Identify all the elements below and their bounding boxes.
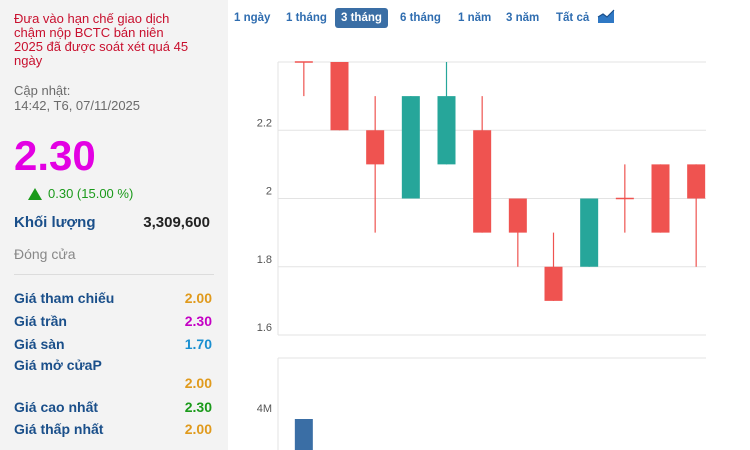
notice-line: ngày bbox=[14, 53, 43, 68]
volume-value: 3,309,600 bbox=[143, 214, 210, 231]
candle-body bbox=[544, 266, 563, 301]
tab-all[interactable]: Tất cả bbox=[556, 12, 590, 24]
candle-body bbox=[437, 96, 456, 165]
candle bbox=[580, 198, 599, 267]
price-change-value: 0.30 (15.00 %) bbox=[48, 186, 134, 201]
candle bbox=[544, 232, 563, 301]
volume-label: Khối lượng bbox=[14, 214, 96, 231]
stat-label: Giá cao nhất bbox=[14, 399, 99, 415]
stat-label: Giá sàn bbox=[14, 336, 65, 352]
market-status: Đóng cửa bbox=[14, 246, 76, 262]
volume-row: Khối lượng 3,309,600 bbox=[14, 214, 210, 231]
candle bbox=[366, 96, 385, 233]
y-tick-label: 1.8 bbox=[257, 254, 272, 266]
candle-body bbox=[651, 164, 670, 233]
candle bbox=[437, 62, 456, 165]
stat-value: 2.00 bbox=[184, 290, 212, 306]
tab-1-day[interactable]: 1 ngày bbox=[234, 12, 271, 24]
current-price: 2.30 bbox=[14, 132, 96, 179]
candle-body bbox=[508, 198, 527, 233]
y-tick-label: 2 bbox=[266, 186, 272, 198]
stat-label: Giá tham chiếu bbox=[14, 290, 115, 306]
price-change: 0.30 (15.00 %) bbox=[28, 186, 133, 201]
candle bbox=[508, 198, 527, 267]
candle bbox=[294, 61, 313, 97]
volume-tick-label: 4M bbox=[257, 403, 272, 415]
candle-body bbox=[330, 62, 349, 131]
stat-label: Giá mở cửaP bbox=[14, 357, 102, 373]
stat-label: Giá thấp nhất bbox=[14, 421, 104, 437]
tab-3-months[interactable]: 3 tháng bbox=[335, 8, 388, 28]
stat-value: 1.70 bbox=[184, 336, 212, 352]
tab-3-years[interactable]: 3 năm bbox=[506, 12, 540, 24]
area-chart-icon[interactable] bbox=[597, 8, 615, 24]
candle-body bbox=[366, 130, 385, 165]
candlestick-chart: 2.2 2 1.8 1.6 4M bbox=[257, 61, 706, 450]
candle-body bbox=[580, 198, 599, 267]
stat-value: 2.30 bbox=[184, 313, 212, 329]
candle bbox=[473, 96, 492, 233]
tab-1-month[interactable]: 1 tháng bbox=[286, 12, 327, 24]
candle bbox=[651, 164, 670, 233]
trading-restriction-notice: Đưa vào hạn chế giao dịch chậm nộp BCTC … bbox=[14, 12, 220, 68]
candle-body bbox=[687, 164, 706, 199]
notice-line: chậm nộp BCTC bán niên bbox=[14, 25, 164, 40]
tab-6-months[interactable]: 6 tháng bbox=[400, 12, 441, 24]
y-tick-label: 2.2 bbox=[257, 117, 272, 129]
stat-value: 2.00 bbox=[184, 375, 212, 391]
updated-label: Cập nhật: bbox=[14, 83, 71, 98]
candle bbox=[401, 96, 420, 199]
tab-1-year[interactable]: 1 năm bbox=[458, 12, 492, 24]
stock-info-panel: Đưa vào hạn chế giao dịch chậm nộp BCTC … bbox=[0, 0, 228, 450]
stat-label: Giá trần bbox=[14, 313, 67, 329]
notice-line: 2025 đã được soát xét quá 45 bbox=[14, 39, 189, 54]
candle bbox=[687, 164, 706, 267]
stat-value: 2.00 bbox=[184, 421, 212, 437]
candle-body bbox=[401, 96, 420, 199]
arrow-up-icon bbox=[28, 187, 42, 200]
candle-body bbox=[473, 130, 492, 233]
candle bbox=[330, 62, 349, 131]
candle bbox=[615, 164, 634, 233]
divider bbox=[14, 274, 214, 275]
y-tick-label: 1.6 bbox=[257, 322, 272, 334]
stat-value: 2.30 bbox=[184, 399, 212, 415]
updated-time: 14:42, T6, 07/11/2025 bbox=[14, 98, 141, 113]
volume-bar bbox=[294, 419, 313, 450]
notice-line: Đưa vào hạn chế giao dịch bbox=[14, 11, 170, 26]
